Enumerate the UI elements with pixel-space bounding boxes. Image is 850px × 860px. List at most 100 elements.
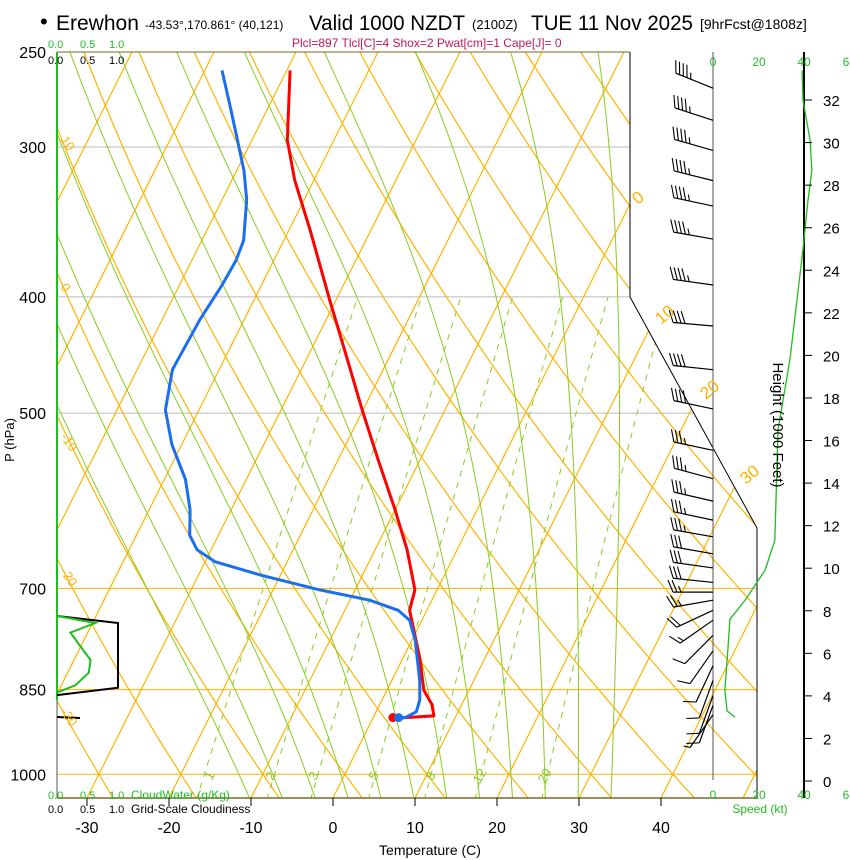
- isotherm-line: [57, 52, 297, 798]
- pressure-tick-label: 400: [19, 290, 46, 307]
- height-tick-label: 2: [823, 731, 831, 748]
- wind-barb: [670, 498, 714, 521]
- wind-barb: [670, 517, 714, 538]
- temperature-tick-label: 20: [488, 820, 506, 837]
- height-tick-label: 20: [823, 348, 840, 365]
- wind-barb-feather: [668, 309, 674, 323]
- wind-barb-feather: [673, 94, 676, 108]
- height-tick-label: 16: [823, 434, 840, 451]
- wind-barb-feather: [679, 481, 683, 495]
- wind-barb-feather: [671, 579, 678, 593]
- wind-barb-feather: [668, 352, 674, 366]
- wind-barb-shaft: [689, 650, 714, 684]
- height-tick-label: 26: [823, 221, 840, 238]
- wind-barb-shaft: [695, 665, 714, 703]
- wind-barb-half-feather: [677, 585, 682, 593]
- isotherm-label: 10: [651, 301, 678, 328]
- dry-adiabat-line: [57, 52, 365, 798]
- wind-barb: [675, 60, 714, 89]
- wind-barb-shaft: [673, 400, 714, 410]
- wind-barb-feather: [680, 311, 686, 324]
- dry-adiabat-line: [57, 52, 115, 798]
- wind-barb: [677, 650, 714, 685]
- adiabat-label: 10: [58, 133, 79, 153]
- plot-frame-right: [629, 52, 758, 798]
- moist-adiabat-line: [244, 52, 481, 798]
- wind-barb-feather: [674, 388, 679, 402]
- wind-barb-feather: [668, 565, 674, 579]
- wind-barb-shaft: [698, 695, 714, 734]
- cloud-scale-top-black-1: 0.5: [80, 55, 95, 67]
- wind-barb-feather: [674, 220, 679, 233]
- pressure-tick-label: 300: [19, 140, 46, 157]
- wind-barb-feather: [678, 186, 683, 200]
- moist-adiabat-line: [57, 52, 317, 798]
- wind-barb-feather: [672, 455, 675, 469]
- wind-barb: [683, 714, 714, 749]
- dry-adiabat-line: [193, 52, 697, 798]
- wind-barb-feather: [682, 221, 686, 235]
- wind-barb-feather: [676, 566, 682, 580]
- wind-barb-feather: [668, 635, 681, 644]
- wind-barb-feather: [672, 658, 685, 665]
- height-tick-label: 32: [823, 93, 840, 110]
- wind-barb-half-feather: [689, 106, 691, 113]
- background-lines: [57, 52, 757, 798]
- wind-barb: [670, 184, 714, 207]
- wind-barb: [671, 479, 714, 502]
- wind-barb: [667, 579, 713, 593]
- isotherm-label: 30: [736, 461, 763, 488]
- wind-barb-shaft: [674, 138, 714, 152]
- wind-barb: [670, 534, 714, 555]
- wind-barb-feather: [678, 518, 683, 532]
- isotherm-line: [57, 52, 379, 798]
- wind-barb-shaft: [673, 529, 714, 538]
- mixing-ratio-label: 8: [422, 769, 439, 783]
- dry-adiabat-line: [304, 52, 757, 798]
- wind-barb-half-feather: [683, 745, 691, 749]
- height-axis-title: Height (1000 Feet): [769, 362, 786, 487]
- wind-barb-half-feather: [683, 438, 687, 445]
- wind-barb-feather: [676, 353, 682, 367]
- wind-barb: [668, 309, 714, 327]
- dry-adiabat-line: [524, 52, 757, 798]
- cloud-scale-top-green-2: 1.0: [109, 39, 124, 51]
- wind-barb-feather: [672, 310, 678, 324]
- temperature-tick-label: 30: [570, 820, 588, 837]
- wind-barb-shaft: [675, 72, 714, 89]
- wind-barb-feather: [673, 550, 678, 564]
- wind-barb-feather: [671, 158, 675, 172]
- cloud-scale-top-black-0: 0.0: [48, 55, 63, 67]
- temperature-tick-label: 0: [329, 820, 338, 837]
- location-name: Erewhon: [56, 12, 139, 35]
- dry-adiabat-line: [635, 52, 757, 798]
- y-axis-title: P (hPa): [2, 418, 17, 462]
- isotherm-line: [496, 52, 757, 798]
- wind-barb-feather: [683, 700, 697, 703]
- height-tick-label: 24: [823, 263, 840, 280]
- wind-barb-shaft: [684, 634, 714, 665]
- wind-barb: [666, 609, 714, 628]
- cloud-scale-bottom-green-0: 0.0: [48, 790, 63, 802]
- wind-barb-shaft: [673, 231, 714, 240]
- wind-barb-feather: [678, 220, 683, 234]
- wind-barb-shaft: [674, 467, 714, 480]
- height-tick-label: 28: [823, 178, 840, 195]
- isotherm-line: [742, 52, 757, 798]
- wind-speed-profile: [724, 70, 813, 718]
- adiabat-label: -10: [58, 430, 81, 454]
- dry-adiabat-line: [248, 52, 757, 798]
- cloud-scale-bottom-black-0: 0.0: [48, 804, 63, 816]
- temperature-tick-label: 10: [406, 820, 424, 837]
- wind-barb-feather: [680, 354, 686, 367]
- dry-adiabat-line: [83, 52, 531, 798]
- wind-barb-feather: [674, 534, 679, 548]
- forecast-info: [9hrFcst@1808z]: [700, 16, 807, 32]
- wind-barb: [670, 429, 714, 451]
- wind-barb-shaft: [676, 609, 714, 628]
- wind-barb-feather: [684, 98, 687, 112]
- isotherm-label: 20: [696, 376, 723, 403]
- wind-barb-feather: [667, 579, 674, 593]
